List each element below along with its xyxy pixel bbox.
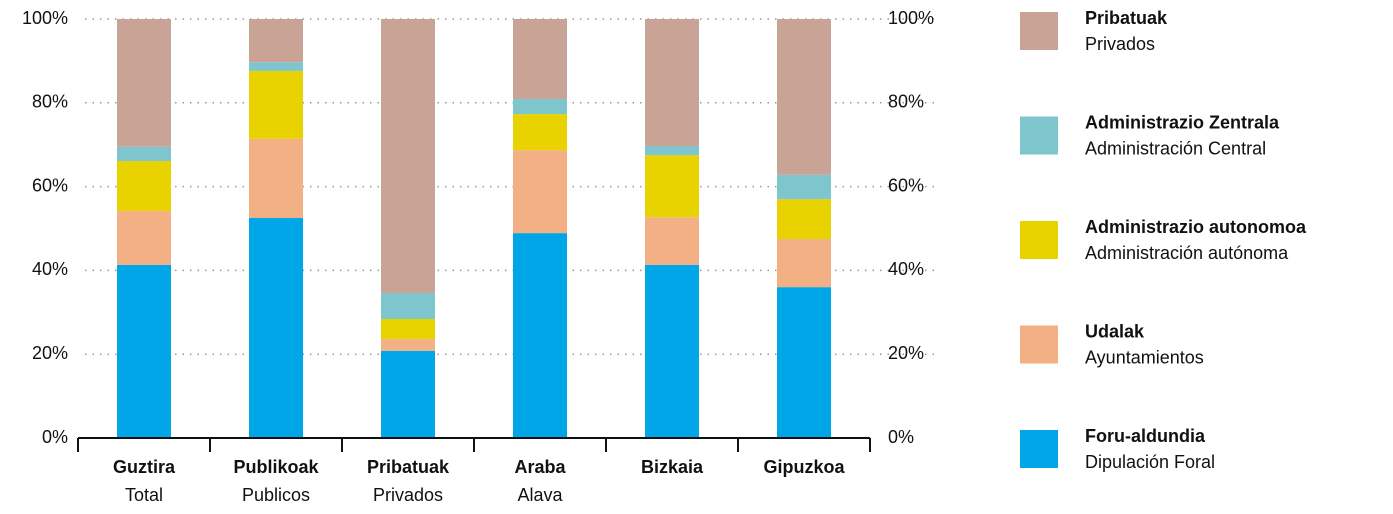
bar-segment (249, 138, 303, 219)
bar-segment (645, 155, 699, 218)
y2-tick-label: 20% (888, 343, 924, 363)
bar-segment (777, 199, 831, 239)
x-tick-label: Araba (514, 457, 566, 477)
legend-swatch (1020, 325, 1058, 364)
bar-segment (645, 19, 699, 146)
bar-segment (381, 339, 435, 351)
legend-label: Administrazio Zentrala (1085, 112, 1280, 132)
bar-segment (513, 233, 567, 438)
bar-segment (117, 210, 171, 265)
x-tick-label: Pribatuak (367, 457, 450, 477)
x-tick-label: Bizkaia (641, 457, 704, 477)
y-tick-label: 0% (42, 427, 68, 447)
x-tick-label: Guztira (113, 457, 176, 477)
bar-segment (777, 287, 831, 438)
legend-sublabel: Ayuntamientos (1085, 347, 1204, 367)
legend-label: Foru-aldundia (1085, 426, 1206, 446)
bar-segment (117, 264, 171, 438)
bar-segment (117, 19, 171, 147)
y-tick-label: 80% (32, 92, 68, 112)
legend-sublabel: Privados (1085, 34, 1155, 54)
bar-segment (513, 150, 567, 234)
bar-segment (381, 319, 435, 340)
y2-tick-label: 80% (888, 92, 924, 112)
bar-segment (645, 264, 699, 438)
bar-segment (249, 70, 303, 139)
y2-tick-label: 100% (888, 8, 934, 28)
x-tick-label: Publikoak (233, 457, 319, 477)
bar-segment (249, 19, 303, 63)
bar-segment (117, 146, 171, 162)
bar-segment (513, 99, 567, 115)
legend-label: Pribatuak (1085, 8, 1168, 28)
x-tick-sublabel: Privados (373, 485, 443, 505)
legend-swatch (1020, 116, 1058, 155)
bar-segment (117, 161, 171, 211)
y-tick-label: 20% (32, 343, 68, 363)
legend-swatch (1020, 430, 1058, 468)
legend-label: Administrazio autonomoa (1085, 217, 1307, 237)
legend-label: Udalak (1085, 321, 1145, 341)
bar-segment (777, 19, 831, 175)
legend-swatch (1020, 221, 1058, 259)
y-tick-label: 40% (32, 259, 68, 279)
legend-sublabel: Dipulación Foral (1085, 452, 1215, 472)
y2-tick-label: 40% (888, 259, 924, 279)
bar-segment (249, 62, 303, 71)
x-tick-sublabel: Alava (517, 485, 563, 505)
x-tick-sublabel: Publicos (242, 485, 310, 505)
bar-segment (513, 19, 567, 100)
y2-tick-label: 0% (888, 427, 914, 447)
bar-segment (645, 145, 699, 156)
bar-segment (381, 19, 435, 294)
y-tick-label: 60% (32, 175, 68, 195)
bar-segment (249, 218, 303, 438)
x-tick-label: Gipuzkoa (763, 457, 845, 477)
y-tick-label: 100% (22, 8, 68, 28)
bar-segment (645, 217, 699, 265)
bar-segment (777, 174, 831, 200)
bar-segment (513, 114, 567, 151)
bar-segment (381, 350, 435, 438)
legend-swatch (1020, 12, 1058, 50)
bar-segment (777, 238, 831, 288)
legend-sublabel: Administración autónoma (1085, 243, 1289, 263)
y2-tick-label: 60% (888, 175, 924, 195)
x-tick-sublabel: Total (125, 485, 163, 505)
bar-segment (381, 293, 435, 320)
legend-sublabel: Administración Central (1085, 138, 1266, 158)
